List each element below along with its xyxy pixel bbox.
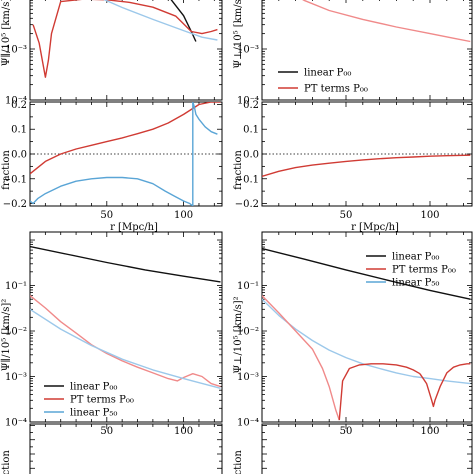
y-tick-label: 10⁻⁴ bbox=[5, 418, 27, 429]
panel-bottom-right-lower: fraction bbox=[233, 423, 473, 474]
y-tick-label: 0.0 bbox=[11, 150, 27, 161]
x-tick-label: 100 bbox=[420, 426, 439, 437]
series-group bbox=[32, 0, 218, 78]
y-tick-label: 10⁻⁴ bbox=[237, 418, 259, 429]
panel-frame bbox=[261, 231, 473, 423]
y-tick-label: 10⁻³ bbox=[237, 372, 259, 383]
legend-label: linear P₅₀ bbox=[392, 278, 439, 289]
y-tick-label: −0.2 bbox=[3, 199, 27, 210]
panel-frame bbox=[261, 423, 473, 474]
panel-frame bbox=[29, 231, 223, 423]
series-group bbox=[262, 247, 471, 421]
y-tick-label: 10⁻³ bbox=[5, 372, 27, 383]
x-tick-label: 50 bbox=[100, 426, 113, 437]
series-line-red bbox=[419, 363, 471, 408]
series-line-pink bbox=[262, 295, 340, 421]
panel-bottom-right-upper: 10⁻¹ 10⁻² 10⁻³ 10⁻⁴ 50 100 Ψ⊥/10⁵ [km/s]² linea… bbox=[233, 231, 473, 437]
x-tick-label: 50 bbox=[100, 210, 113, 221]
series-line-blue bbox=[30, 102, 218, 206]
series-line-lightblue bbox=[30, 308, 221, 389]
y-axis-label: Ψ⊥/10⁵ [km/s]² bbox=[233, 296, 244, 373]
series-line-pink bbox=[30, 295, 221, 388]
x-tick-label: 50 bbox=[340, 426, 353, 437]
y-tick-label: 10⁻² bbox=[237, 327, 259, 338]
series-group bbox=[30, 102, 221, 206]
panel-top-right-lower: 0.2 0.1 0.0 −0.1 −0.2 50 100 r [Mpc/h] fraction bbox=[233, 100, 473, 233]
legend-label: linear P₀₀ bbox=[392, 252, 439, 263]
y-tick-label: 0.0 bbox=[243, 150, 259, 161]
y-tick-label: −0.1 bbox=[235, 174, 259, 185]
y-tick-label: 0.1 bbox=[243, 125, 259, 136]
series-line-black bbox=[170, 0, 197, 42]
legend-label: linear P₀₀ bbox=[304, 68, 351, 79]
y-tick-label: 10⁻¹ bbox=[5, 281, 27, 292]
series-line-lightblue bbox=[103, 0, 218, 41]
series-group bbox=[302, 0, 471, 43]
legend-label: linear P₀₀ bbox=[70, 382, 117, 393]
panel-top-left-lower: 0.2 0.1 0.0 −0.1 −0.2 50 100 r [Mpc/h] fraction bbox=[1, 100, 223, 233]
y-tick-label: −0.1 bbox=[3, 174, 27, 185]
legend-label: linear P₅₀ bbox=[70, 408, 117, 419]
series-line-red bbox=[30, 102, 221, 175]
panel-bottom-left-lower: fraction bbox=[1, 423, 223, 474]
y-tick-label: 0.1 bbox=[11, 125, 27, 136]
y-tick-label: −0.2 bbox=[235, 199, 259, 210]
y-tick-label: 10⁻¹ bbox=[237, 281, 259, 292]
series-group bbox=[262, 154, 471, 177]
series-line-red bbox=[262, 154, 471, 177]
series-line-pink bbox=[302, 0, 471, 43]
legend-label: PT terms P₀₀ bbox=[392, 265, 456, 276]
y-tick-label: 10⁻³ bbox=[5, 45, 27, 56]
series-line-red bbox=[338, 363, 421, 421]
x-tick-label: 100 bbox=[174, 426, 193, 437]
panel-bottom-left-upper: 10⁻¹ 10⁻² 10⁻³ 10⁻⁴ 50 100 Ψ∥/10⁵ [km/s]² linea… bbox=[0, 231, 223, 437]
y-tick-label: 0.2 bbox=[11, 100, 27, 111]
panel-frame bbox=[29, 423, 223, 474]
x-axis-label: r [Mpc/h] bbox=[110, 222, 158, 233]
series-line-black bbox=[262, 247, 471, 300]
series-group bbox=[30, 245, 221, 389]
series-line-black bbox=[30, 245, 221, 283]
x-tick-label: 100 bbox=[420, 210, 439, 221]
panel-frame bbox=[29, 0, 223, 101]
y-axis-label: fraction bbox=[233, 450, 244, 474]
x-axis-label: r [Mpc/h] bbox=[351, 222, 399, 233]
y-axis-label: Ψ∥/10⁵ [km/s]² bbox=[0, 299, 12, 372]
legend-label: PT terms P₀₀ bbox=[70, 395, 134, 406]
x-tick-label: 50 bbox=[340, 210, 353, 221]
y-tick-label: 10⁻⁴ bbox=[5, 96, 27, 107]
y-axis-label: Ψ⊥/10⁵ [km/s]² bbox=[233, 0, 244, 69]
y-tick-label: 10⁻⁴ bbox=[237, 96, 259, 107]
y-axis-label: fraction bbox=[1, 150, 12, 190]
y-tick-label: 0.2 bbox=[243, 100, 259, 111]
legend-label: PT terms P₀₀ bbox=[304, 84, 368, 95]
panel-top-right-upper: 10⁻³ 10⁻⁴ Ψ⊥/10⁵ [km/s]² linear P₀₀ PT terms… bbox=[233, 0, 473, 107]
y-tick-label: 10⁻³ bbox=[237, 45, 259, 56]
panel-top-left-upper: 10⁻³ 10⁻⁴ Ψ∥/10⁵ [km/s]² bbox=[0, 0, 223, 107]
y-axis-label: fraction bbox=[233, 150, 244, 190]
series-line-red bbox=[32, 0, 218, 78]
y-tick-label: 10⁻² bbox=[5, 327, 27, 338]
series-line-lightblue bbox=[262, 298, 471, 385]
y-axis-label: fraction bbox=[1, 450, 12, 474]
x-tick-label: 100 bbox=[174, 210, 193, 221]
y-axis-label: Ψ∥/10⁵ [km/s]² bbox=[0, 0, 12, 66]
